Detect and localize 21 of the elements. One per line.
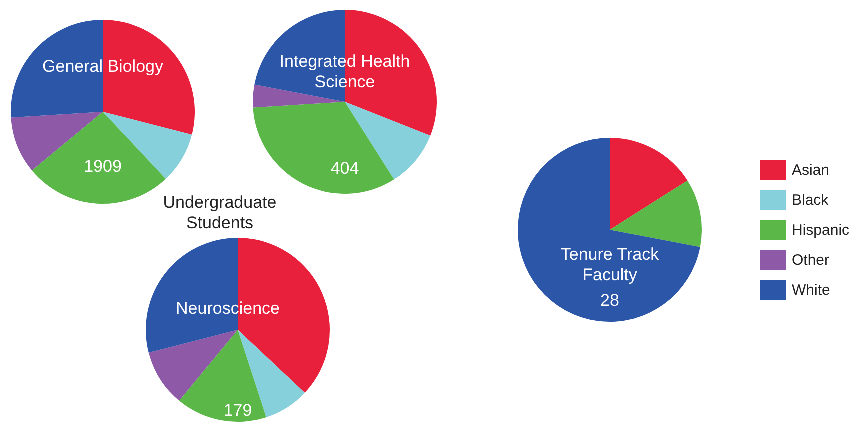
pie-slice (610, 180, 702, 248)
text: Tenure Track Faculty (560, 245, 660, 284)
pie-slice (253, 102, 394, 194)
text: 404 (330, 159, 360, 178)
pie-slice (148, 330, 238, 401)
text: General Biology (42, 57, 164, 76)
pie-slice (32, 112, 166, 204)
legend-label: Other (792, 252, 830, 269)
legend-label: White (792, 282, 830, 299)
text: 28 (600, 291, 620, 310)
legend-label: Black (792, 192, 830, 209)
legend-label: Hispanic (792, 222, 850, 239)
text: 179 (224, 401, 252, 420)
pie-slice (179, 330, 266, 422)
pie-slice (518, 138, 700, 322)
pie-slice (11, 20, 103, 118)
text: 1909 (84, 157, 122, 176)
pie-slice (103, 20, 195, 135)
pie-slice (610, 138, 688, 230)
legend-label: Asian (792, 162, 830, 179)
text: Undergraduate Students (163, 193, 277, 232)
